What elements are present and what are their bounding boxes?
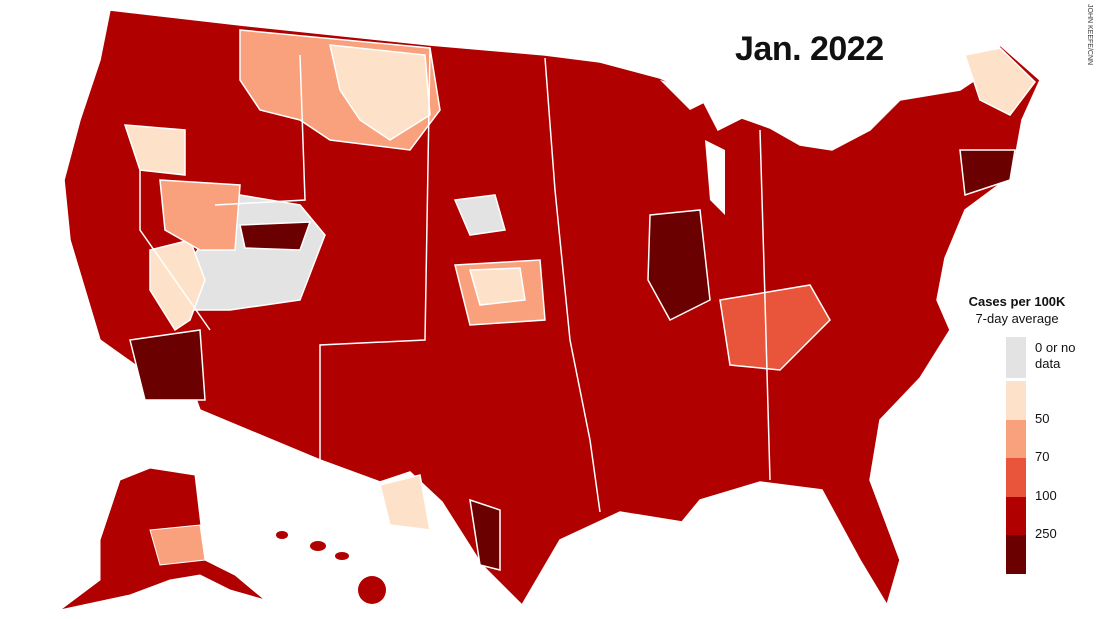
legend-label: 0 or no data [1035, 340, 1076, 371]
state-border [319, 47, 431, 460]
great-lakes [660, 80, 725, 215]
island [335, 552, 349, 560]
legend: 0 or no data 50 70 100 250 [1006, 337, 1100, 577]
legend-swatch [1006, 496, 1026, 536]
legend-swatch [1006, 419, 1026, 459]
region-patch [964, 47, 1036, 116]
alaska [59, 467, 266, 611]
legend-subtitle: 7-day average [975, 311, 1059, 326]
legend-label: 50 [1035, 410, 1050, 426]
state-border [759, 129, 771, 481]
region-patch [379, 474, 431, 531]
region-patch [129, 329, 206, 401]
legend-swatch [1006, 535, 1026, 574]
region-patch [149, 524, 206, 566]
region-patch [719, 284, 831, 371]
state-border [214, 54, 306, 206]
region-patch [239, 221, 312, 251]
hawaii [276, 531, 386, 604]
legend-title: Cases per 100K [968, 294, 1066, 309]
map-title: Jan. 2022 [735, 30, 884, 68]
region-patch [959, 149, 1016, 197]
island [276, 531, 288, 539]
region-patch [453, 194, 506, 236]
region-patch [647, 209, 711, 321]
legend-swatch [1006, 458, 1026, 497]
state-border [544, 57, 601, 513]
credit: JOHN KEEFE/CNN [1086, 4, 1093, 66]
region-patch [329, 44, 431, 141]
legend-label: 70 [1035, 449, 1050, 464]
region-patch [123, 124, 186, 176]
region-patch [159, 179, 241, 251]
region-patch [469, 267, 526, 306]
legend-label: 100 [1035, 487, 1057, 503]
region-patch [469, 498, 501, 571]
contiguous-us [63, 9, 1041, 607]
legend-swatch [1006, 337, 1026, 378]
legend-label: 250 [1035, 526, 1057, 541]
legend-swatch [1006, 381, 1026, 420]
state-border [139, 170, 211, 331]
island [358, 576, 386, 604]
island [310, 541, 326, 551]
